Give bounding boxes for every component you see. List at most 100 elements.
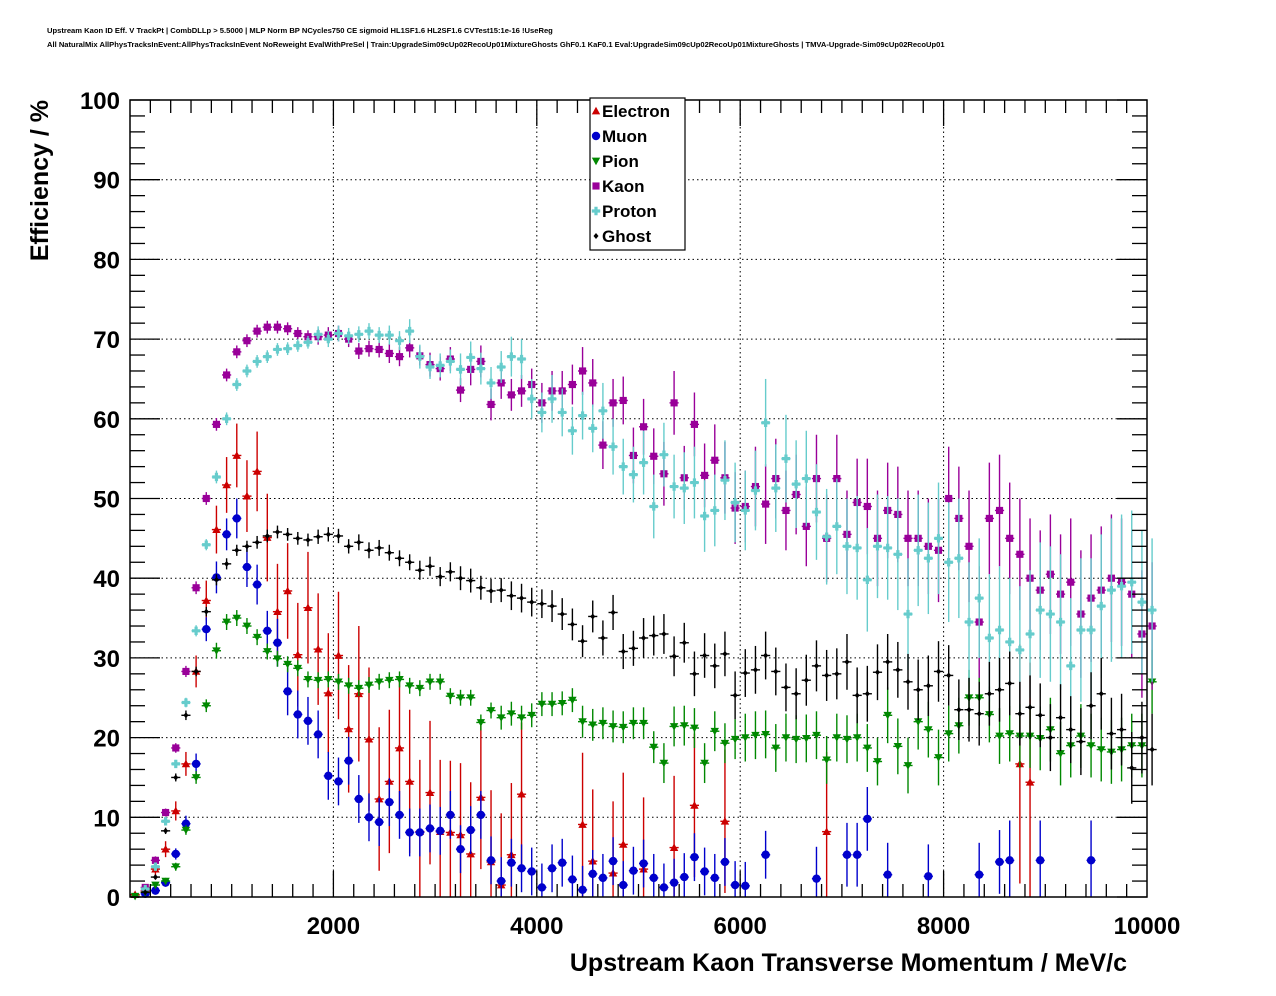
data-point — [690, 420, 699, 428]
data-point — [456, 694, 465, 702]
data-point — [366, 547, 372, 554]
data-point — [954, 554, 964, 563]
data-point — [783, 684, 789, 691]
data-point — [598, 719, 608, 728]
data-point — [547, 394, 557, 404]
data-point — [771, 744, 780, 753]
data-point — [965, 542, 973, 550]
data-point — [1149, 746, 1155, 753]
data-point — [1119, 726, 1125, 733]
data-point — [212, 420, 221, 428]
data-point — [344, 756, 353, 765]
data-point — [578, 885, 587, 895]
data-point — [293, 664, 303, 673]
legend-label: Ghost — [602, 227, 651, 246]
data-point — [813, 662, 819, 669]
data-point — [415, 828, 425, 837]
data-point — [934, 534, 943, 543]
data-point — [486, 856, 496, 865]
data-point — [242, 366, 252, 376]
y-axis-title: Efficiency / % — [26, 100, 54, 261]
data-point — [293, 710, 303, 719]
x-tick-label: 8000 — [917, 913, 970, 940]
data-point — [232, 380, 241, 389]
data-point — [791, 735, 801, 744]
data-point — [313, 330, 323, 339]
data-point — [335, 532, 341, 539]
data-point — [395, 810, 404, 820]
y-tick-label: 40 — [93, 566, 120, 593]
data-point — [1147, 605, 1157, 615]
data-point — [852, 734, 862, 742]
data-point — [1005, 730, 1014, 738]
data-point — [1005, 856, 1014, 865]
data-point — [578, 718, 587, 726]
data-point — [771, 483, 780, 493]
legend-marker — [591, 157, 601, 166]
data-point — [242, 491, 252, 500]
data-point — [588, 721, 597, 730]
data-point — [598, 873, 608, 883]
data-point — [1056, 750, 1065, 758]
data-point — [751, 486, 760, 495]
data-point — [1025, 629, 1035, 639]
data-point — [639, 458, 648, 467]
y-tick-label: 60 — [93, 407, 120, 434]
data-point — [356, 539, 362, 546]
data-point — [1127, 577, 1136, 587]
data-point — [599, 441, 607, 449]
data-point — [690, 478, 699, 487]
data-point — [234, 547, 240, 554]
legend-label: Muon — [602, 127, 647, 146]
data-point — [508, 592, 514, 599]
data-point — [395, 353, 404, 361]
data-point — [659, 759, 669, 768]
data-point — [354, 684, 364, 693]
data-point — [639, 859, 648, 868]
data-point — [832, 734, 842, 742]
data-point — [283, 687, 292, 696]
y-tick-label: 30 — [93, 646, 120, 673]
data-point — [619, 396, 627, 405]
data-point — [427, 563, 433, 570]
data-point — [456, 844, 465, 854]
data-point — [171, 806, 180, 815]
data-point — [661, 630, 667, 637]
data-point — [507, 352, 516, 361]
legend-item-proton: Proton — [591, 202, 657, 221]
series-ghost — [140, 525, 1157, 896]
data-point — [497, 876, 506, 886]
data-point — [263, 323, 271, 331]
data-point — [619, 462, 628, 471]
data-point — [588, 869, 597, 879]
data-point — [903, 609, 913, 619]
data-point — [405, 682, 414, 690]
data-point — [1066, 661, 1075, 671]
data-point — [151, 881, 160, 890]
data-point — [680, 483, 689, 493]
legend-item-pion: Pion — [591, 152, 639, 171]
data-point — [405, 777, 414, 785]
data-point — [924, 554, 933, 563]
data-point — [374, 330, 384, 340]
data-point — [1047, 734, 1053, 741]
data-point — [417, 567, 423, 574]
data-point — [203, 608, 209, 615]
data-point — [854, 692, 860, 699]
data-point — [1037, 712, 1043, 719]
data-point — [354, 794, 364, 804]
data-point — [883, 870, 892, 879]
data-point — [263, 648, 272, 656]
data-point — [1056, 617, 1065, 627]
data-point — [1006, 534, 1014, 542]
data-point — [1007, 680, 1013, 687]
data-point — [1086, 742, 1096, 750]
chart-title: Upstream Kaon ID Eff. V TrackPt | CombDL… — [47, 26, 553, 35]
data-point — [844, 658, 850, 665]
data-point — [803, 677, 809, 684]
data-point — [171, 863, 180, 871]
y-tick-label: 90 — [93, 168, 120, 195]
data-point — [142, 889, 148, 896]
data-point — [741, 506, 750, 515]
data-point — [497, 362, 506, 372]
